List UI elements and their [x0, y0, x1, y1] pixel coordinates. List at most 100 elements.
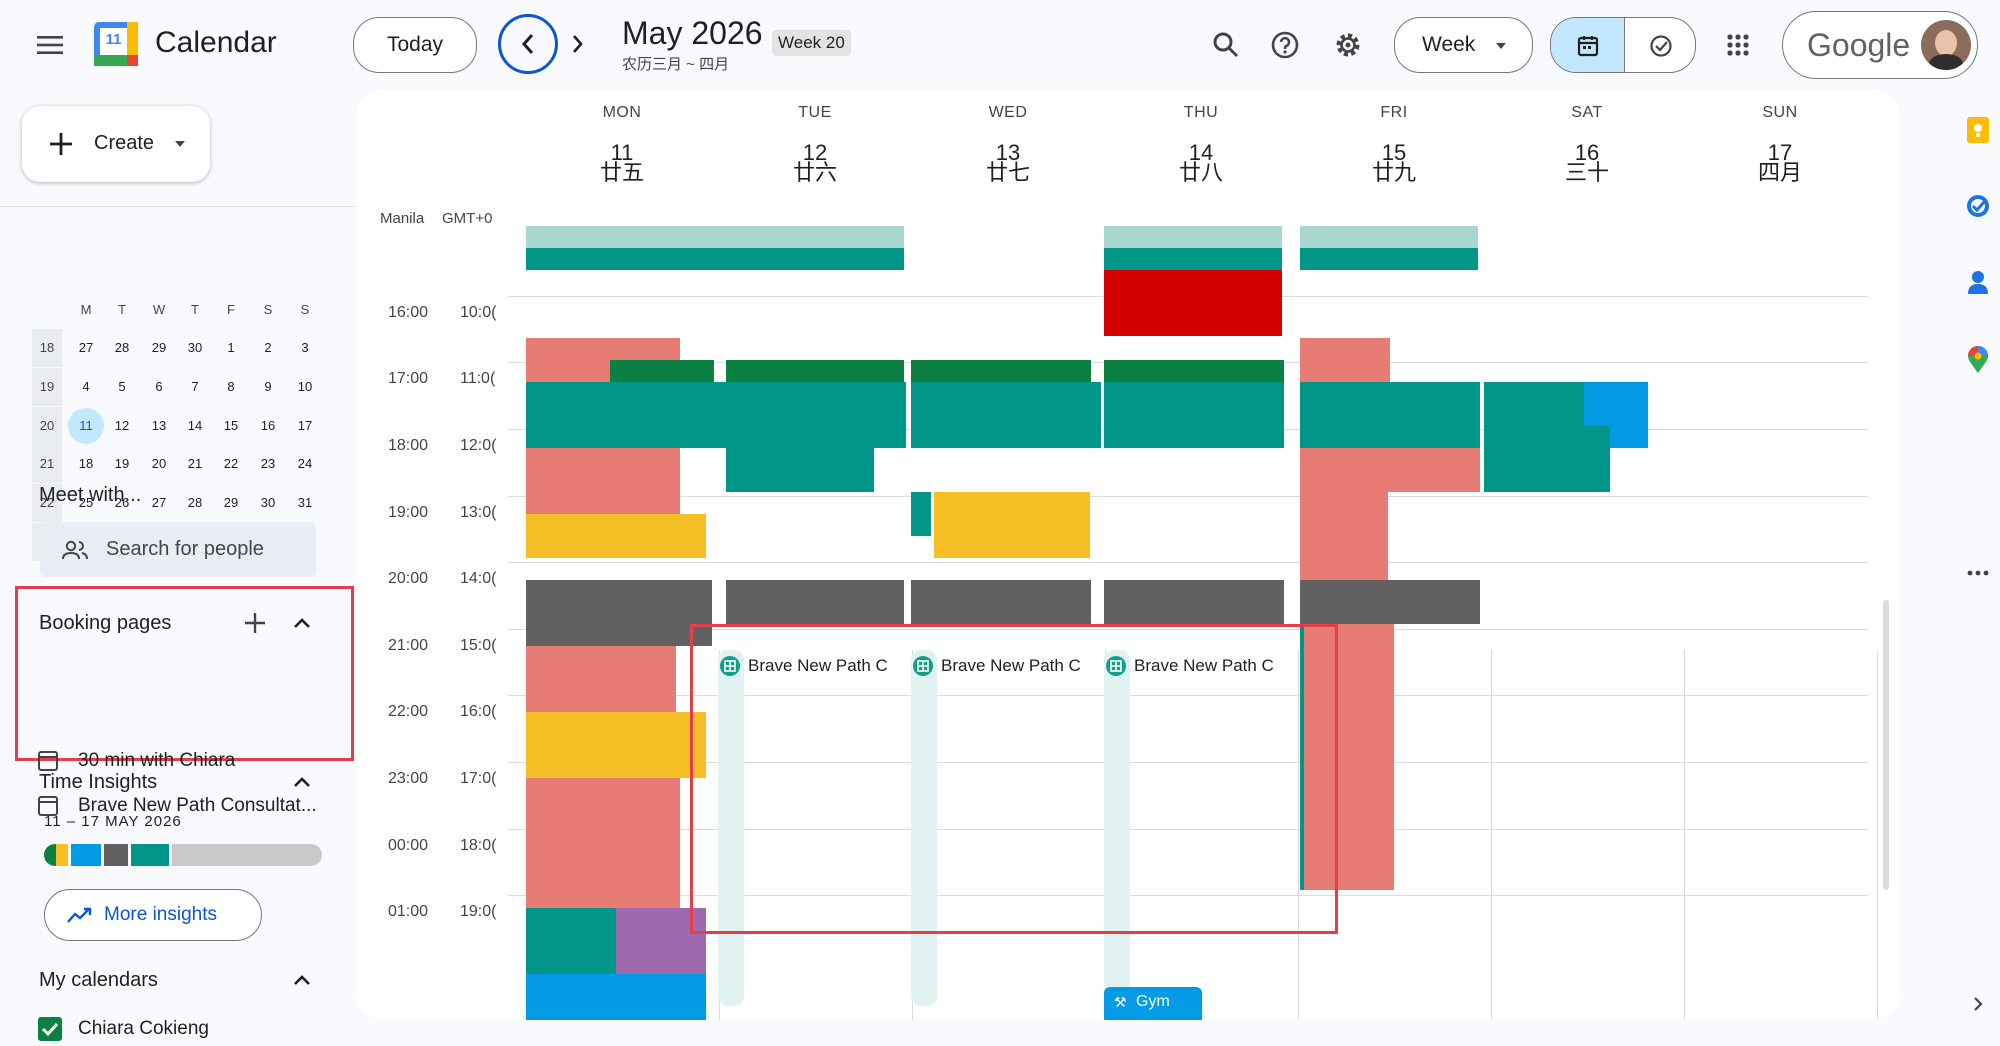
contacts-button[interactable]: [1958, 262, 1998, 302]
tasks-button[interactable]: [1958, 186, 1998, 226]
previous-week-button[interactable]: [498, 14, 558, 74]
calendar-event[interactable]: [1300, 382, 1480, 448]
mini-cal-day-selected[interactable]: 11: [68, 407, 104, 444]
booking-page-item[interactable]: Brave New Path Consultat...: [30, 790, 340, 822]
mini-cal-week-number[interactable]: 20: [32, 406, 62, 445]
calendar-event[interactable]: [610, 360, 714, 382]
today-button[interactable]: Today: [353, 17, 477, 73]
mini-cal-day[interactable]: 10: [297, 378, 313, 394]
calendar-event[interactable]: [1300, 624, 1394, 890]
mini-cal-day[interactable]: 24: [297, 456, 313, 472]
mini-cal-day[interactable]: 18: [78, 456, 94, 472]
calendar-event[interactable]: [726, 360, 904, 382]
calendar-event[interactable]: [716, 382, 906, 448]
day-number[interactable]: 12: [802, 140, 828, 165]
calendar-event[interactable]: [1104, 360, 1284, 382]
search-button[interactable]: [1205, 24, 1247, 66]
mini-cal-day[interactable]: 4: [82, 378, 90, 394]
calendar-event[interactable]: [1300, 624, 1304, 890]
calendar-event[interactable]: [1104, 226, 1282, 248]
calendar-event[interactable]: [1300, 338, 1390, 382]
day-number[interactable]: 13: [995, 140, 1021, 165]
calendar-event[interactable]: [526, 580, 712, 646]
mini-cal-day[interactable]: 12: [114, 417, 130, 433]
mini-cal-day[interactable]: 8: [227, 378, 235, 394]
main-menu-button[interactable]: [30, 25, 70, 65]
calendar-event[interactable]: [726, 580, 904, 624]
mini-cal-day[interactable]: 22: [223, 456, 239, 472]
mini-cal-day[interactable]: 27: [78, 340, 94, 355]
day-number[interactable]: 15: [1381, 140, 1407, 165]
mini-cal-day[interactable]: 5: [118, 378, 126, 394]
calendar-event[interactable]: [934, 492, 1090, 558]
calendar-event[interactable]: [526, 448, 680, 514]
day-number[interactable]: 17: [1767, 140, 1793, 165]
tasks-view-toggle[interactable]: [1624, 18, 1695, 72]
checkbox-checked[interactable]: [38, 1017, 62, 1041]
calendar-event[interactable]: [1104, 382, 1284, 448]
calendar-event[interactable]: [526, 226, 904, 248]
apps-button[interactable]: [1717, 24, 1759, 66]
mini-cal-day[interactable]: 28: [114, 340, 130, 355]
gym-event[interactable]: ⚒ Gym: [1104, 987, 1202, 1020]
calendar-event[interactable]: [1104, 270, 1282, 336]
next-week-button[interactable]: [560, 26, 596, 62]
collapse-time-insights-button[interactable]: [287, 767, 317, 797]
help-button[interactable]: [1264, 24, 1306, 66]
calendar-event[interactable]: [1300, 448, 1480, 492]
mini-cal-day[interactable]: 21: [187, 456, 203, 472]
mini-cal-day[interactable]: 1: [227, 340, 235, 355]
add-booking-page-button[interactable]: [240, 608, 270, 638]
search-people-input[interactable]: Search for people: [40, 522, 316, 577]
booking-page-item[interactable]: 30 min with Chiara: [30, 745, 340, 777]
mini-cal-day[interactable]: 27: [151, 495, 167, 511]
calendar-event[interactable]: [911, 382, 1101, 448]
mini-cal-day[interactable]: 9: [264, 378, 272, 394]
mini-cal-week-number[interactable]: 22: [32, 484, 62, 523]
calendar-event[interactable]: [911, 492, 931, 536]
mini-cal-day[interactable]: 29: [151, 340, 167, 355]
mini-cal-day[interactable]: 7: [191, 378, 199, 394]
mini-cal-day[interactable]: 13: [151, 417, 167, 433]
calendar-event[interactable]: [1300, 580, 1480, 624]
calendar-event[interactable]: [1104, 580, 1284, 624]
mini-cal-day[interactable]: 28: [187, 495, 203, 511]
calendar-event[interactable]: [1484, 426, 1610, 492]
collapse-my-calendars-button[interactable]: [287, 965, 317, 995]
create-button[interactable]: Create: [22, 106, 210, 182]
calendar-event[interactable]: [526, 778, 680, 908]
calendar-event[interactable]: [911, 580, 1091, 624]
calendar-view-toggle[interactable]: [1551, 18, 1624, 72]
mini-cal-day[interactable]: 30: [187, 340, 203, 355]
day-number[interactable]: 11: [610, 140, 634, 165]
view-select[interactable]: Week: [1394, 17, 1533, 73]
collapse-booking-pages-button[interactable]: [287, 608, 317, 638]
keep-button[interactable]: [1958, 110, 1998, 150]
calendar-event[interactable]: [726, 448, 874, 492]
calendar-event[interactable]: [526, 382, 716, 448]
expand-panel-button[interactable]: [1962, 988, 1994, 1020]
mini-cal-week-number[interactable]: 19: [32, 367, 62, 406]
mini-cal-day[interactable]: 16: [260, 417, 276, 433]
more-addons-button[interactable]: [1958, 558, 1998, 588]
settings-button[interactable]: [1327, 24, 1369, 66]
calendar-event[interactable]: [911, 360, 1091, 382]
mini-cal-day[interactable]: 6: [155, 378, 163, 394]
scrollbar[interactable]: [1883, 600, 1889, 890]
calendar-event[interactable]: [526, 974, 706, 1020]
mini-cal-week-number[interactable]: 21: [32, 445, 62, 484]
calendar-event[interactable]: [1300, 226, 1478, 248]
mini-cal-day[interactable]: 31: [297, 495, 313, 511]
mini-cal-day[interactable]: 25: [78, 495, 94, 511]
mini-cal-day[interactable]: 17: [297, 417, 313, 433]
mini-cal-day[interactable]: 3: [301, 340, 309, 355]
mini-cal-day[interactable]: 23: [260, 456, 276, 472]
calendar-event[interactable]: [526, 646, 676, 712]
mini-cal-week-number[interactable]: 18: [32, 329, 62, 367]
account-button[interactable]: Google: [1782, 11, 1978, 79]
calendar-event[interactable]: [526, 514, 706, 558]
mini-cal-day[interactable]: 20: [151, 456, 167, 472]
mini-cal-day[interactable]: 26: [114, 495, 130, 511]
mini-cal-day[interactable]: 29: [223, 495, 239, 511]
mini-cal-day[interactable]: 15: [223, 417, 239, 433]
